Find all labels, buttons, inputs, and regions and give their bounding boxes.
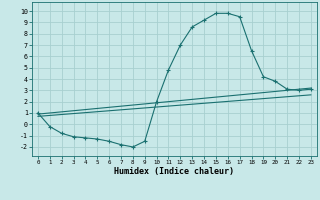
X-axis label: Humidex (Indice chaleur): Humidex (Indice chaleur) [115, 167, 234, 176]
